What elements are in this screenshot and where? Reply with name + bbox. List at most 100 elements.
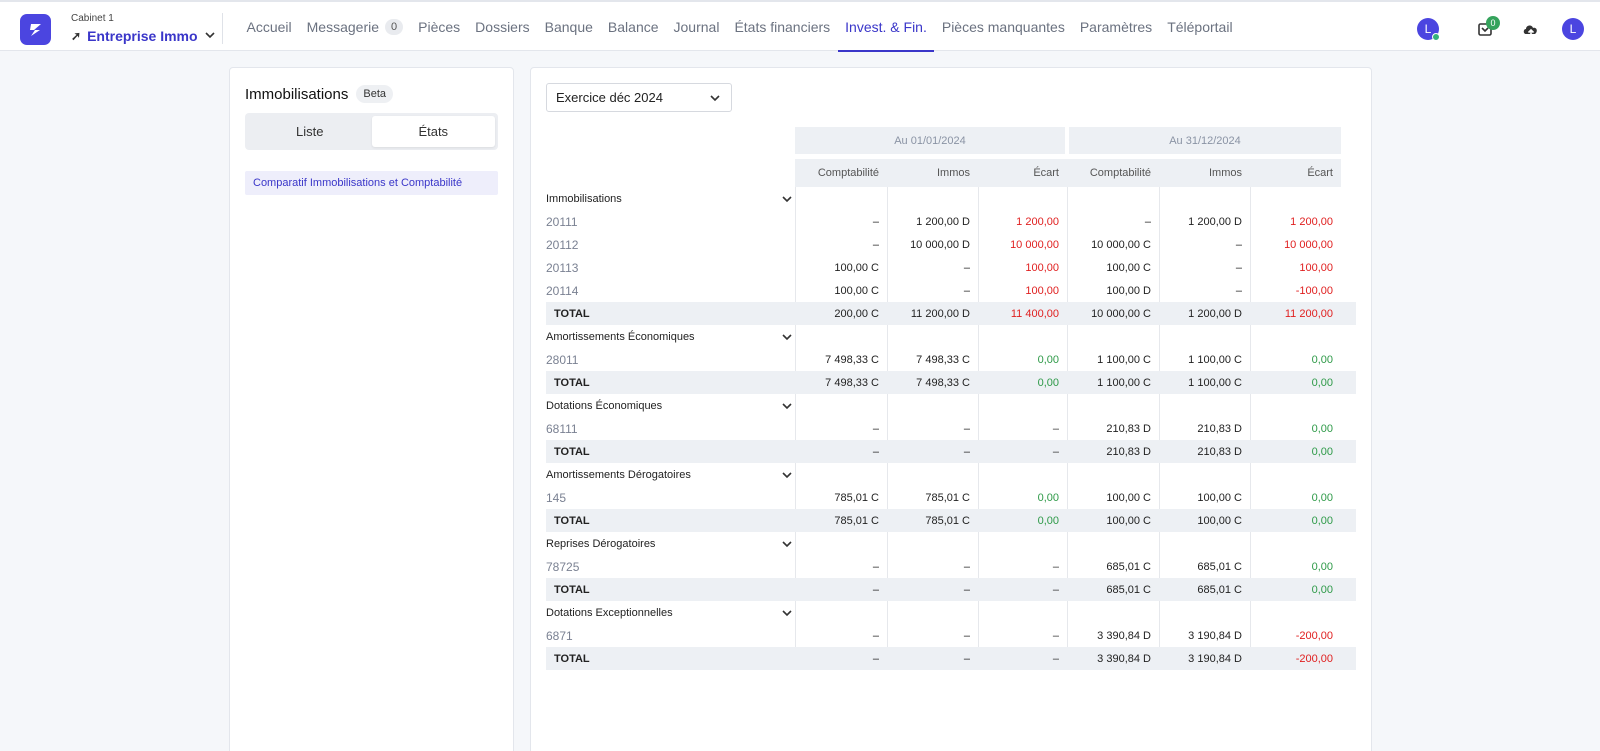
- comparatif-link[interactable]: Comparatif Immobilisations et Comptabili…: [245, 171, 498, 195]
- cabinet-name: Cabinet 1: [71, 13, 114, 24]
- chevron-down-icon: [204, 28, 216, 44]
- table-cell-empty: [1159, 187, 1250, 210]
- table-cell: 210,83 D: [1159, 440, 1250, 463]
- group-toggle[interactable]: Reprises Dérogatoires: [546, 532, 793, 555]
- account-number[interactable]: 20112: [546, 237, 579, 252]
- total-label: TOTAL: [554, 514, 590, 527]
- chevron-down-icon: [782, 471, 792, 478]
- table-cell: 1 100,00 C: [1159, 348, 1250, 371]
- nav-pieces-manquantes[interactable]: Pièces manquantes: [934, 2, 1072, 52]
- column-header: Immos: [887, 159, 978, 187]
- immobilisations-panel: Immobilisations Beta Liste États Compara…: [229, 67, 514, 751]
- table-cell: 100,00 D: [1067, 279, 1159, 302]
- upload-button[interactable]: [1520, 18, 1542, 40]
- nav-etats-financiers[interactable]: États financiers: [727, 2, 838, 52]
- nav-dossiers[interactable]: Dossiers: [468, 2, 537, 52]
- tab-liste[interactable]: Liste: [296, 124, 324, 139]
- table-cell: 100,00 C: [1067, 486, 1159, 509]
- table-cell-empty: [1067, 601, 1159, 624]
- table-cell-empty: [978, 394, 1067, 417]
- table-cell: 100,00 C: [1159, 486, 1250, 509]
- main-nav: Accueil Messagerie 0 Pièces Dossiers Banque Ba…: [239, 2, 1240, 52]
- group-toggle[interactable]: Amortissements Économiques: [546, 325, 793, 348]
- total-row: TOTAL – – –685,01 C 685,01 C 0,00: [546, 578, 1356, 601]
- tab-etats[interactable]: États: [371, 116, 495, 147]
- table-cell-empty: [795, 325, 887, 348]
- table-cell-empty: [1067, 187, 1159, 210]
- table-cell: 785,01 C: [887, 509, 978, 532]
- account-number[interactable]: 20114: [546, 283, 579, 298]
- table-cell: 0,00: [1250, 440, 1341, 463]
- account-number[interactable]: 68111: [546, 421, 578, 436]
- table-cell-empty: [887, 325, 978, 348]
- nav-accueil[interactable]: Accueil: [239, 2, 299, 52]
- table-cell-empty: [795, 463, 887, 486]
- group-toggle[interactable]: Dotations Économiques: [546, 394, 793, 417]
- company-name: Entreprise Immo: [87, 28, 198, 44]
- total-label: TOTAL: [554, 652, 590, 665]
- table-cell: -200,00: [1250, 624, 1341, 647]
- nav-balance[interactable]: Balance: [600, 2, 666, 52]
- panel-title: Immobilisations Beta: [245, 85, 394, 103]
- table-cell: –: [887, 279, 978, 302]
- company-selector[interactable]: ➚ Entreprise Immo: [71, 28, 216, 44]
- group-title: Dotations Exceptionnelles: [546, 606, 673, 619]
- nav-banque[interactable]: Banque: [537, 2, 600, 52]
- account-number[interactable]: 28011: [546, 352, 579, 367]
- nav-accueil-label: Accueil: [246, 19, 292, 35]
- group-title: Reprises Dérogatoires: [546, 537, 656, 550]
- table-cell-empty: [795, 601, 887, 624]
- nav-pieces-manquantes-label: Pièces manquantes: [941, 19, 1065, 35]
- group-toggle[interactable]: Amortissements Dérogatoires: [546, 463, 793, 486]
- table-cell-empty: [1250, 325, 1341, 348]
- exercice-select[interactable]: Exercice déc 2024: [546, 83, 732, 112]
- table-cell: –: [1159, 279, 1250, 302]
- panel-title-text: Immobilisations: [245, 85, 349, 103]
- group-toggle[interactable]: Dotations Exceptionnelles: [546, 601, 793, 624]
- account-number[interactable]: 6871: [546, 628, 573, 643]
- table-cell-empty: [1250, 394, 1341, 417]
- chevron-down-icon: [710, 94, 720, 101]
- chevron-down-icon: [782, 609, 792, 616]
- nav-banque-label: Banque: [544, 19, 593, 35]
- notifications-badge: 0: [1486, 16, 1500, 30]
- nav-teleportail[interactable]: Téléportail: [1160, 2, 1240, 52]
- column-header-row: Comptabilité Immos Écart Comptabilité Immos É…: [546, 159, 1356, 187]
- table-cell: 1 100,00 C: [1067, 371, 1159, 394]
- nav-etats-financiers-label: États financiers: [734, 19, 831, 35]
- table-cell: 1 200,00: [978, 210, 1067, 233]
- total-row: TOTAL 785,01 C 785,01 C 0,00 100,00 C 100,00 …: [546, 509, 1356, 532]
- table-cell: –: [887, 578, 978, 601]
- account-number[interactable]: 20111: [546, 214, 578, 229]
- table-cell: -200,00: [1250, 647, 1341, 670]
- nav-journal[interactable]: Journal: [666, 2, 727, 52]
- account-number[interactable]: 145: [546, 490, 567, 505]
- group-toggle[interactable]: Immobilisations: [546, 187, 793, 210]
- online-status-icon: [1432, 33, 1440, 41]
- table-cell-empty: [1067, 394, 1159, 417]
- nav-messagerie[interactable]: Messagerie 0: [299, 2, 411, 52]
- account-number[interactable]: 20113: [546, 260, 579, 275]
- table-cell: 100,00: [1250, 256, 1341, 279]
- table-cell: 200,00 C: [795, 302, 887, 325]
- table-cell-empty: [887, 601, 978, 624]
- table-cell-empty: [795, 532, 887, 555]
- column-header: Immos: [1159, 159, 1250, 187]
- chevron-down-icon: [782, 195, 792, 202]
- nav-invest-fin[interactable]: Invest. & Fin.: [837, 2, 935, 52]
- table-cell: –: [887, 647, 978, 670]
- nav-parametres[interactable]: Paramètres: [1072, 2, 1159, 52]
- table-cell-empty: [1159, 601, 1250, 624]
- table-row: 68111– – –210,83 D 210,83 D 0,00: [546, 417, 1356, 440]
- app-logo-icon[interactable]: [20, 14, 51, 45]
- user-menu-avatar[interactable]: L: [1562, 18, 1584, 40]
- table-cell: 685,01 C: [1159, 578, 1250, 601]
- nav-pieces[interactable]: Pièces: [411, 2, 468, 52]
- table-cell: 0,00: [978, 509, 1067, 532]
- table-cell: 1 200,00 D: [1159, 210, 1250, 233]
- account-number[interactable]: 78725: [546, 559, 580, 574]
- table-cell: 1 100,00 C: [1159, 371, 1250, 394]
